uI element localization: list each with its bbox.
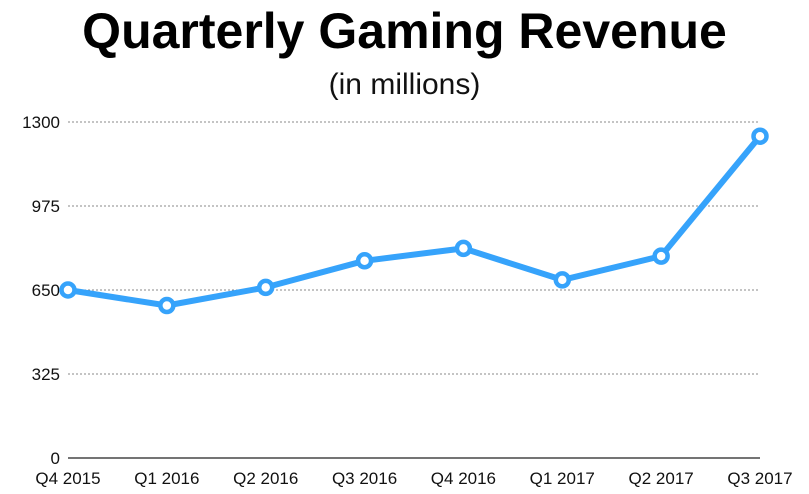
x-tick-label: Q4 2016 — [431, 469, 496, 488]
data-point — [454, 239, 473, 258]
series-line — [67, 134, 763, 309]
chart-title: Quarterly Gaming Revenue — [82, 3, 727, 59]
x-tick-label: Q2 2016 — [233, 469, 298, 488]
x-tick-label: Q1 2017 — [530, 469, 595, 488]
data-point — [256, 278, 275, 297]
data-point — [355, 252, 374, 270]
y-tick-label: 1300 — [22, 113, 60, 132]
x-tick-label: Q2 2017 — [629, 469, 694, 488]
data-point — [553, 271, 572, 289]
data-point — [652, 247, 670, 265]
y-tick-label: 975 — [32, 197, 60, 216]
y-tick-label: 650 — [32, 281, 60, 300]
data-point — [158, 296, 176, 315]
x-tick-label: Q3 2016 — [332, 469, 397, 488]
chart-subtitle: (in millions) — [328, 68, 481, 101]
x-tick-label: Q4 2015 — [35, 469, 100, 488]
x-tick-label: Q1 2016 — [134, 469, 199, 488]
data-point — [751, 127, 769, 145]
y-tick-label: 0 — [51, 449, 60, 468]
data-point — [59, 281, 77, 299]
y-tick-label: 325 — [32, 365, 60, 384]
x-tick-label: Q3 2017 — [727, 469, 792, 488]
